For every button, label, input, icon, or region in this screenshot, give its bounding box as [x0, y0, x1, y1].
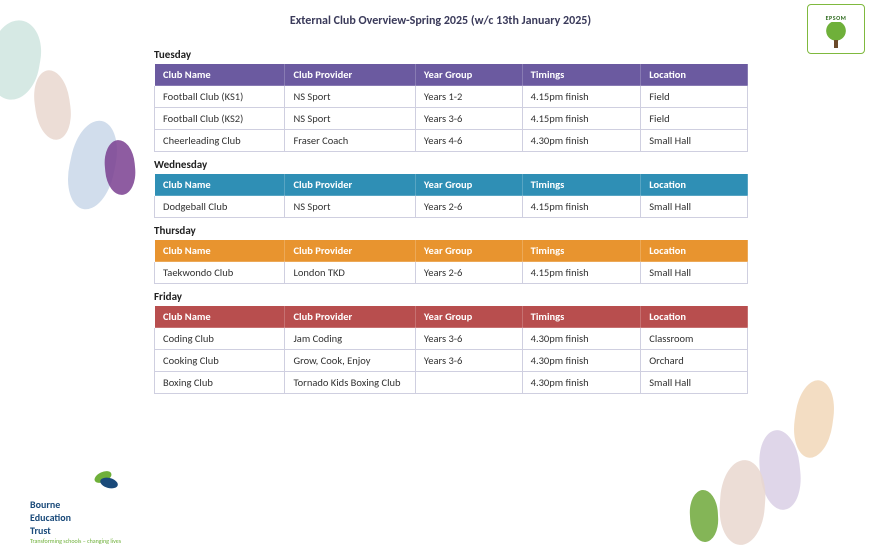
table-row: Cheerleading ClubFraser CoachYears 4-64.…: [155, 130, 748, 152]
column-header: Timings: [522, 306, 641, 328]
column-header: Timings: [522, 174, 641, 196]
table-cell: Dodgeball Club: [155, 196, 285, 218]
table-cell: Years 3-6: [415, 108, 522, 130]
table-cell: NS Sport: [285, 108, 415, 130]
column-header: Year Group: [415, 174, 522, 196]
column-header: Club Name: [155, 64, 285, 86]
table-cell: [415, 372, 522, 394]
clubs-table: Club NameClub ProviderYear GroupTimingsL…: [154, 239, 748, 284]
clubs-table: Club NameClub ProviderYear GroupTimingsL…: [154, 173, 748, 218]
day-label: Tuesday: [154, 48, 748, 61]
column-header: Location: [641, 240, 748, 262]
table-cell: Small Hall: [641, 262, 748, 284]
column-header: Timings: [522, 64, 641, 86]
epsom-logo: EPSOM: [807, 4, 865, 54]
table-cell: 4.30pm finish: [522, 130, 641, 152]
decorative-blob: [717, 459, 768, 547]
bet-tagline: Transforming schools – changing lives: [30, 537, 150, 545]
table-cell: Tornado Kids Boxing Club: [285, 372, 415, 394]
table-cell: Football Club (KS2): [155, 108, 285, 130]
table-cell: NS Sport: [285, 86, 415, 108]
table-cell: Grow, Cook, Enjoy: [285, 350, 415, 372]
table-cell: 4.30pm finish: [522, 328, 641, 350]
table-cell: Field: [641, 86, 748, 108]
schedule-content: TuesdayClub NameClub ProviderYear GroupT…: [154, 42, 748, 394]
table-cell: Boxing Club: [155, 372, 285, 394]
decorative-blob: [790, 378, 838, 461]
table-cell: Field: [641, 108, 748, 130]
table-row: Cooking ClubGrow, Cook, EnjoyYears 3-64.…: [155, 350, 748, 372]
day-label: Thursday: [154, 224, 748, 237]
bourne-trust-logo: Bourne Education Trust Transforming scho…: [30, 468, 150, 545]
table-row: Football Club (KS2)NS SportYears 3-64.15…: [155, 108, 748, 130]
table-cell: Small Hall: [641, 196, 748, 218]
dragonfly-icon: [90, 468, 130, 498]
table-cell: Small Hall: [641, 372, 748, 394]
table-cell: 4.15pm finish: [522, 196, 641, 218]
table-cell: Cooking Club: [155, 350, 285, 372]
column-header: Club Name: [155, 306, 285, 328]
table-cell: Coding Club: [155, 328, 285, 350]
table-cell: NS Sport: [285, 196, 415, 218]
epsom-logo-text: EPSOM: [826, 14, 847, 22]
table-cell: 4.30pm finish: [522, 350, 641, 372]
table-cell: Small Hall: [641, 130, 748, 152]
column-header: Club Name: [155, 240, 285, 262]
day-label: Friday: [154, 290, 748, 303]
clubs-table: Club NameClub ProviderYear GroupTimingsL…: [154, 63, 748, 152]
table-cell: Cheerleading Club: [155, 130, 285, 152]
column-header: Club Name: [155, 174, 285, 196]
table-cell: Fraser Coach: [285, 130, 415, 152]
column-header: Club Provider: [285, 240, 415, 262]
table-row: Coding ClubJam CodingYears 3-64.30pm fin…: [155, 328, 748, 350]
table-row: Boxing ClubTornado Kids Boxing Club 4.30p…: [155, 372, 748, 394]
table-row: Dodgeball ClubNS SportYears 2-64.15pm fi…: [155, 196, 748, 218]
table-cell: 4.15pm finish: [522, 86, 641, 108]
column-header: Timings: [522, 240, 641, 262]
decorative-blob: [30, 68, 74, 142]
table-cell: 4.15pm finish: [522, 108, 641, 130]
table-row: Taekwondo ClubLondon TKDYears 2-64.15pm …: [155, 262, 748, 284]
table-cell: Taekwondo Club: [155, 262, 285, 284]
table-cell: Years 2-6: [415, 262, 522, 284]
table-cell: Jam Coding: [285, 328, 415, 350]
column-header: Club Provider: [285, 64, 415, 86]
table-cell: Years 4-6: [415, 130, 522, 152]
table-cell: London TKD: [285, 262, 415, 284]
day-label: Wednesday: [154, 158, 748, 171]
column-header: Year Group: [415, 64, 522, 86]
page-title: External Club Overview-Spring 2025 (w/c …: [0, 14, 881, 28]
table-cell: Years 2-6: [415, 196, 522, 218]
bet-line3: Trust: [30, 524, 150, 537]
table-cell: Football Club (KS1): [155, 86, 285, 108]
table-cell: Orchard: [641, 350, 748, 372]
table-cell: 4.15pm finish: [522, 262, 641, 284]
bet-line2: Education: [30, 511, 150, 524]
tree-icon: [822, 22, 850, 44]
table-row: Football Club (KS1)NS SportYears 1-24.15…: [155, 86, 748, 108]
column-header: Location: [641, 174, 748, 196]
decorative-blob: [689, 489, 720, 542]
clubs-table: Club NameClub ProviderYear GroupTimingsL…: [154, 305, 748, 394]
table-cell: 4.30pm finish: [522, 372, 641, 394]
table-cell: Years 1-2: [415, 86, 522, 108]
bet-line1: Bourne: [30, 498, 150, 511]
column-header: Year Group: [415, 240, 522, 262]
column-header: Club Provider: [285, 306, 415, 328]
column-header: Club Provider: [285, 174, 415, 196]
column-header: Year Group: [415, 306, 522, 328]
table-cell: Years 3-6: [415, 350, 522, 372]
column-header: Location: [641, 306, 748, 328]
column-header: Location: [641, 64, 748, 86]
table-cell: Years 3-6: [415, 328, 522, 350]
table-cell: Classroom: [641, 328, 748, 350]
